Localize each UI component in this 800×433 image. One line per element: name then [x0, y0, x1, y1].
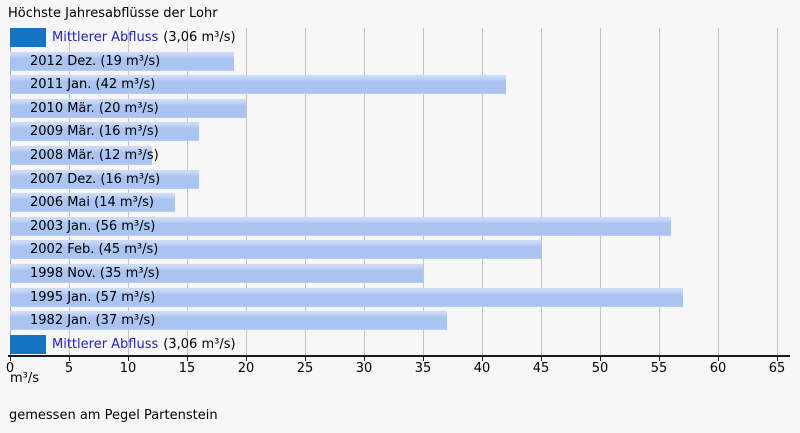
year-bar: [10, 169, 199, 189]
year-bar: [10, 216, 671, 236]
gridline: [364, 28, 365, 355]
year-bar: [10, 51, 235, 71]
year-bar: [10, 264, 423, 283]
gridline: [10, 28, 11, 355]
axis-tick-label: 10: [119, 361, 137, 376]
year-bar-label: 2003 Jan. (56 m³/s): [30, 218, 156, 234]
mean-discharge-value: (3,06 m³/s): [163, 336, 236, 352]
axis-tick: [541, 355, 542, 361]
axis-tick: [187, 355, 188, 361]
axis-unit-label: m³/s: [10, 371, 40, 386]
mean-bar-label: Mittlerer Abfluss (3,06 m³/s): [52, 335, 236, 354]
year-bar-label: 2007 Dez. (16 m³/s): [30, 171, 161, 187]
mean-discharge-value: (3,06 m³/s): [163, 30, 236, 45]
year-bar-label: 1995 Jan. (57 m³/s): [30, 289, 156, 305]
year-bar: [10, 311, 447, 331]
gridline: [777, 28, 778, 355]
year-bar-label: 2010 Mär. (20 m³/s): [30, 100, 159, 116]
footer-note: gemessen am Pegel Partenstein: [9, 408, 218, 423]
mean-bar-label: Mittlerer Abfluss (3,06 m³/s): [52, 28, 236, 47]
axis-tick: [128, 355, 129, 361]
gridline: [246, 28, 247, 355]
axis-tick: [10, 355, 11, 361]
mean-bar: [10, 28, 47, 47]
chart-title: Höchste Jahresabflüsse der Lohr: [8, 6, 218, 21]
axis-tick-label: 50: [591, 361, 609, 376]
axis-tick-label: 60: [709, 361, 727, 376]
axis-tick: [305, 355, 306, 361]
gridline: [305, 28, 306, 355]
gridline: [69, 28, 70, 355]
axis-tick-label: 40: [473, 361, 491, 376]
year-bar-label: 2008 Mär. (12 m³/s): [30, 148, 159, 163]
year-bar: [10, 75, 506, 95]
axis-tick-label: 30: [355, 361, 373, 376]
axis-tick: [69, 355, 70, 361]
axis-tick: [246, 355, 247, 361]
axis-tick-label: 5: [64, 361, 74, 376]
x-axis-line: [8, 355, 790, 357]
axis-tick: [423, 355, 424, 361]
year-bar: [10, 146, 152, 165]
gridline: [187, 28, 188, 355]
year-bar-label: 2012 Dez. (19 m³/s): [30, 53, 161, 69]
gridline: [128, 28, 129, 355]
axis-tick: [718, 355, 719, 361]
axis-tick: [600, 355, 601, 361]
gridline: [718, 28, 719, 355]
axis-tick-label: 15: [178, 361, 196, 376]
year-bar-label: 2009 Mär. (16 m³/s): [30, 124, 159, 140]
year-bar-label: 1998 Nov. (35 m³/s): [30, 266, 160, 281]
gridline: [482, 28, 483, 355]
axis-tick-label: 0: [5, 361, 15, 376]
year-bar: [10, 287, 683, 307]
gridline: [541, 28, 542, 355]
axis-tick: [364, 355, 365, 361]
year-bar: [10, 240, 541, 260]
year-bar-label: 2011 Jan. (42 m³/s): [30, 77, 156, 93]
year-bar-label: 1982 Jan. (37 m³/s): [30, 313, 156, 329]
year-bar-label: 2002 Feb. (45 m³/s): [30, 242, 159, 258]
mean-bar: [10, 334, 47, 354]
mean-discharge-link[interactable]: Mittlerer Abfluss: [52, 336, 159, 352]
axis-tick: [659, 355, 660, 361]
axis-tick-label: 20: [237, 361, 255, 376]
axis-tick-label: 65: [768, 361, 786, 376]
year-bar: [10, 98, 246, 118]
axis-tick-label: 25: [296, 361, 314, 376]
axis-tick: [777, 355, 778, 361]
gridline: [600, 28, 601, 355]
year-bar: [10, 122, 199, 142]
axis-tick-label: 55: [650, 361, 668, 376]
axis-tick-label: 45: [532, 361, 550, 376]
axis-tick-label: 35: [414, 361, 432, 376]
year-bar-label: 2006 Mai (14 m³/s): [30, 195, 154, 211]
gridline: [423, 28, 424, 355]
year-bar: [10, 193, 176, 213]
mean-discharge-link[interactable]: Mittlerer Abfluss: [52, 30, 159, 45]
axis-tick: [482, 355, 483, 361]
gridline: [659, 28, 660, 355]
